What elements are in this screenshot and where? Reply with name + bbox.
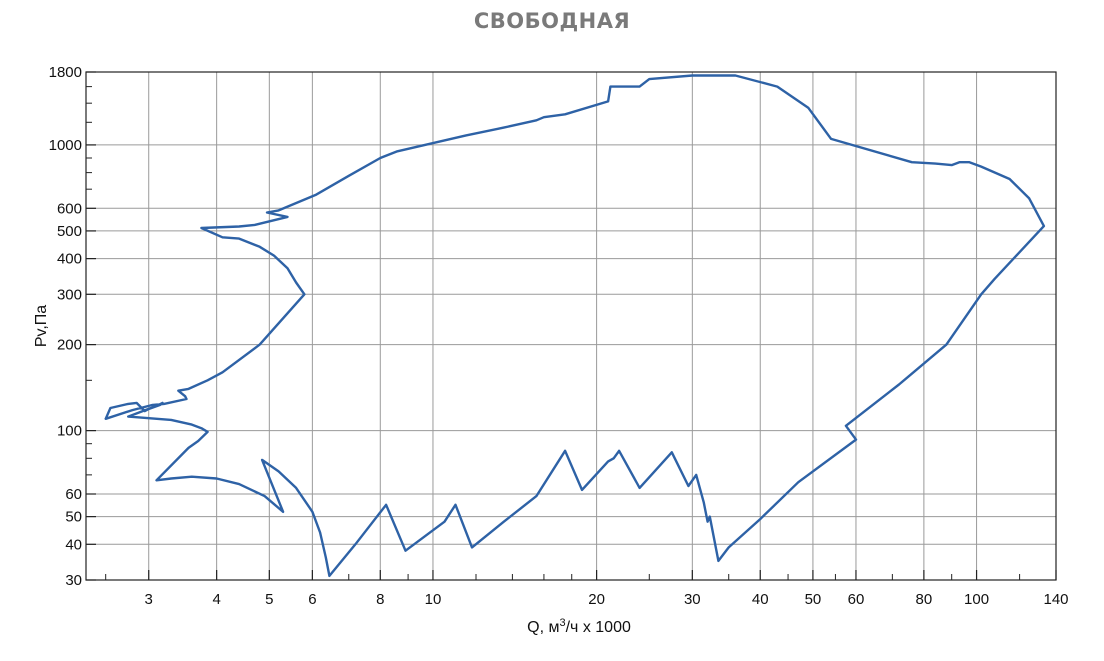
x-tick-label: 5 — [265, 591, 273, 608]
x-tick-label: 40 — [752, 591, 769, 608]
x-axis-tick-labels: 3 4 5 6 8 10 20 30 40 50 60 80 100 140 — [145, 591, 1069, 608]
x-tick-label: 140 — [1043, 591, 1068, 608]
y-tick-label: 100 — [57, 423, 82, 440]
plot-frame — [85, 71, 1057, 581]
x-tick-label: 60 — [848, 591, 865, 608]
x-tick-label: 8 — [376, 591, 384, 608]
y-tick-label: 400 — [57, 251, 82, 268]
x-tick-label: 30 — [684, 591, 701, 608]
major-grid — [86, 72, 1056, 580]
y-tick-label: 300 — [57, 286, 82, 303]
x-tick-label: 50 — [805, 591, 822, 608]
y-axis-label: Pv,Па — [33, 305, 50, 347]
x-axis-label-suffix: /ч x 1000 — [566, 619, 631, 636]
x-axis-label-prefix: Q, м — [527, 619, 559, 636]
x-tick-label: 10 — [425, 591, 442, 608]
axis-ticks — [86, 71, 1057, 581]
x-axis-label: Q, м3/ч x 1000 — [527, 617, 631, 636]
x-tick-label: 3 — [145, 591, 153, 608]
y-tick-label: 50 — [65, 509, 82, 526]
x-tick-label: 80 — [916, 591, 933, 608]
x-tick-label: 6 — [308, 591, 316, 608]
series-line — [104, 74, 1046, 578]
chart-title: СВОБОДНАЯ — [473, 9, 631, 33]
x-tick-label: 4 — [212, 591, 220, 608]
x-axis-label-superscript: 3 — [559, 617, 565, 629]
y-tick-label: 600 — [57, 200, 82, 217]
y-tick-label: 30 — [65, 572, 82, 589]
y-tick-label: 1800 — [49, 64, 82, 81]
y-tick-label: 1000 — [49, 137, 82, 154]
y-tick-label: 40 — [65, 536, 82, 553]
x-tick-label: 100 — [964, 591, 989, 608]
x-tick-label: 20 — [588, 591, 605, 608]
y-tick-label: 500 — [57, 223, 82, 240]
y-tick-label: 60 — [65, 486, 82, 503]
y-axis-tick-labels: 30 40 50 60 100 200 300 400 500 600 1000 1800 — [49, 64, 82, 589]
y-tick-label: 200 — [57, 337, 82, 354]
